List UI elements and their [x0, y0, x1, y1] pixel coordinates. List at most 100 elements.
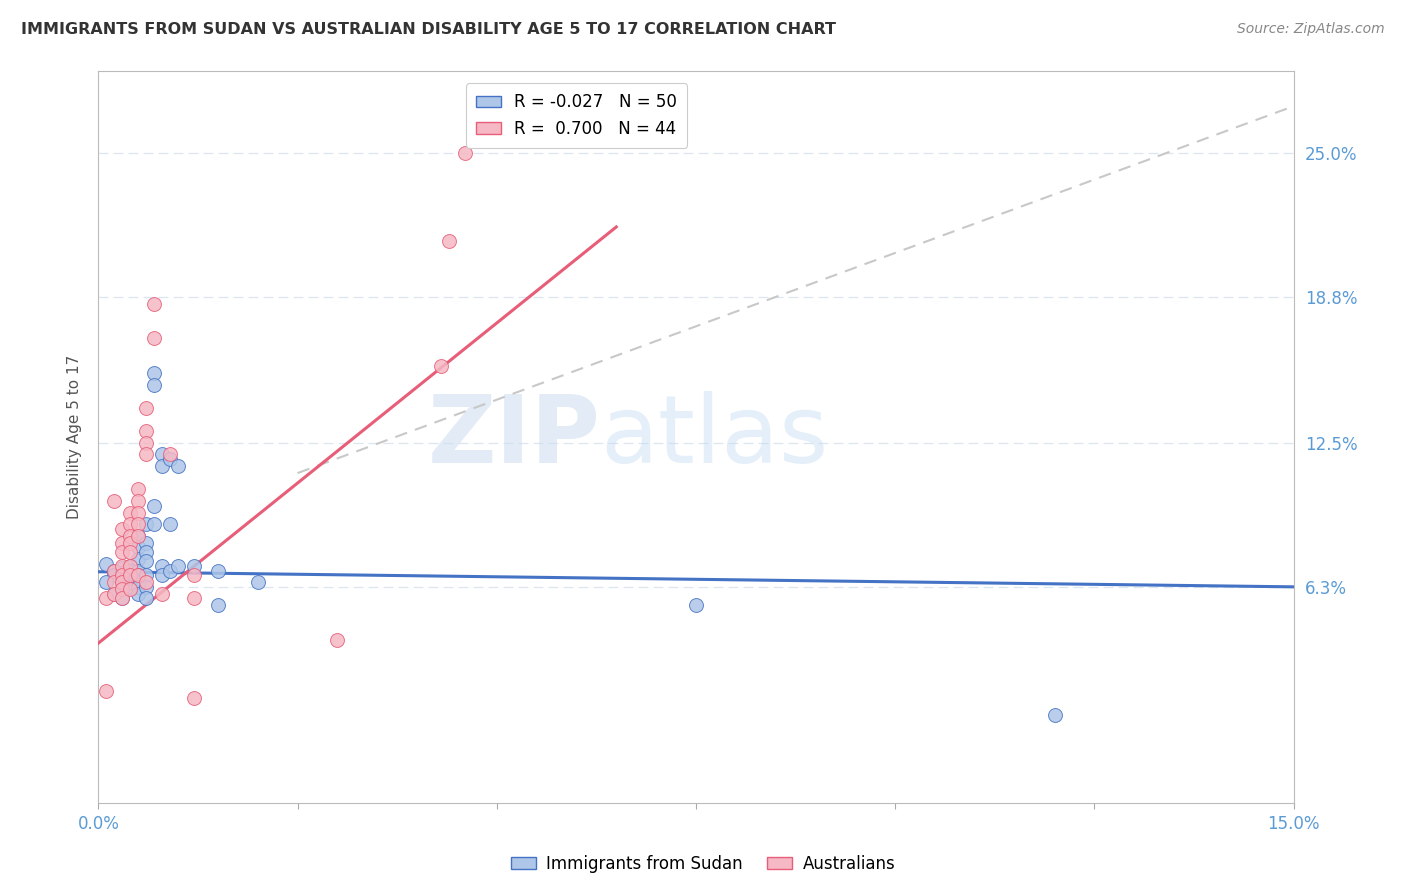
Point [111, 591, 134, 606]
Point [120, 558, 142, 573]
Point [127, 529, 149, 543]
Point [685, 599, 707, 613]
Y-axis label: Disability Age 5 to 17: Disability Age 5 to 17 [67, 355, 83, 519]
Point [159, 452, 181, 467]
Point [120, 582, 142, 597]
Point [111, 568, 134, 582]
Point [135, 535, 157, 549]
Point [103, 568, 125, 582]
Point [135, 591, 157, 606]
Point [135, 436, 157, 450]
Point [159, 448, 181, 462]
Point [326, 633, 349, 648]
Legend: R = -0.027   N = 50, R =  0.700   N = 44: R = -0.027 N = 50, R = 0.700 N = 44 [465, 83, 688, 148]
Point [135, 545, 157, 559]
Point [246, 575, 269, 590]
Point [96, 557, 118, 571]
Point [111, 570, 134, 584]
Point [1043, 707, 1066, 722]
Point [150, 568, 173, 582]
Point [167, 459, 190, 474]
Point [120, 580, 142, 594]
Point [127, 517, 149, 532]
Point [127, 552, 149, 566]
Point [120, 575, 142, 590]
Point [454, 145, 477, 160]
Point [159, 517, 181, 532]
Point [430, 359, 453, 374]
Point [111, 575, 134, 590]
Point [96, 591, 118, 606]
Point [183, 591, 205, 606]
Point [143, 331, 166, 345]
Point [127, 587, 149, 601]
Point [111, 535, 134, 549]
Point [127, 564, 149, 578]
Point [135, 424, 157, 438]
Point [111, 558, 134, 573]
Point [120, 506, 142, 520]
Point [111, 545, 134, 559]
Point [127, 575, 149, 590]
Point [143, 517, 166, 532]
Point [150, 459, 173, 474]
Point [135, 568, 157, 582]
Point [127, 529, 149, 543]
Point [127, 568, 149, 582]
Point [103, 575, 125, 590]
Point [127, 541, 149, 555]
Point [207, 564, 229, 578]
Point [150, 558, 173, 573]
Point [167, 558, 190, 573]
Point [103, 564, 125, 578]
Text: IMMIGRANTS FROM SUDAN VS AUSTRALIAN DISABILITY AGE 5 TO 17 CORRELATION CHART: IMMIGRANTS FROM SUDAN VS AUSTRALIAN DISA… [21, 22, 837, 37]
Point [143, 499, 166, 513]
Point [103, 587, 125, 601]
Point [103, 494, 125, 508]
Text: atlas: atlas [600, 391, 828, 483]
Point [150, 448, 173, 462]
Point [120, 529, 142, 543]
Legend: Immigrants from Sudan, Australians: Immigrants from Sudan, Australians [505, 848, 901, 880]
Point [183, 691, 205, 706]
Point [111, 566, 134, 580]
Point [135, 575, 157, 590]
Point [120, 517, 142, 532]
Point [127, 494, 149, 508]
Point [96, 684, 118, 698]
Point [135, 401, 157, 415]
Point [120, 564, 142, 578]
Point [143, 377, 166, 392]
Point [183, 558, 205, 573]
Point [143, 296, 166, 310]
Point [120, 545, 142, 559]
Point [111, 575, 134, 590]
Point [103, 564, 125, 578]
Point [159, 564, 181, 578]
Point [96, 575, 118, 590]
Point [135, 580, 157, 594]
Point [120, 568, 142, 582]
Point [127, 568, 149, 582]
Point [111, 591, 134, 606]
Text: ZIP: ZIP [427, 391, 600, 483]
Point [111, 582, 134, 597]
Point [111, 561, 134, 575]
Point [103, 587, 125, 601]
Point [143, 366, 166, 380]
Point [135, 517, 157, 532]
Point [127, 580, 149, 594]
Point [120, 558, 142, 573]
Point [207, 599, 229, 613]
Point [127, 506, 149, 520]
Point [437, 234, 460, 248]
Point [120, 568, 142, 582]
Point [135, 448, 157, 462]
Point [150, 587, 173, 601]
Text: Source: ZipAtlas.com: Source: ZipAtlas.com [1237, 22, 1385, 37]
Point [183, 568, 205, 582]
Point [111, 522, 134, 536]
Point [120, 535, 142, 549]
Point [127, 483, 149, 497]
Point [135, 554, 157, 568]
